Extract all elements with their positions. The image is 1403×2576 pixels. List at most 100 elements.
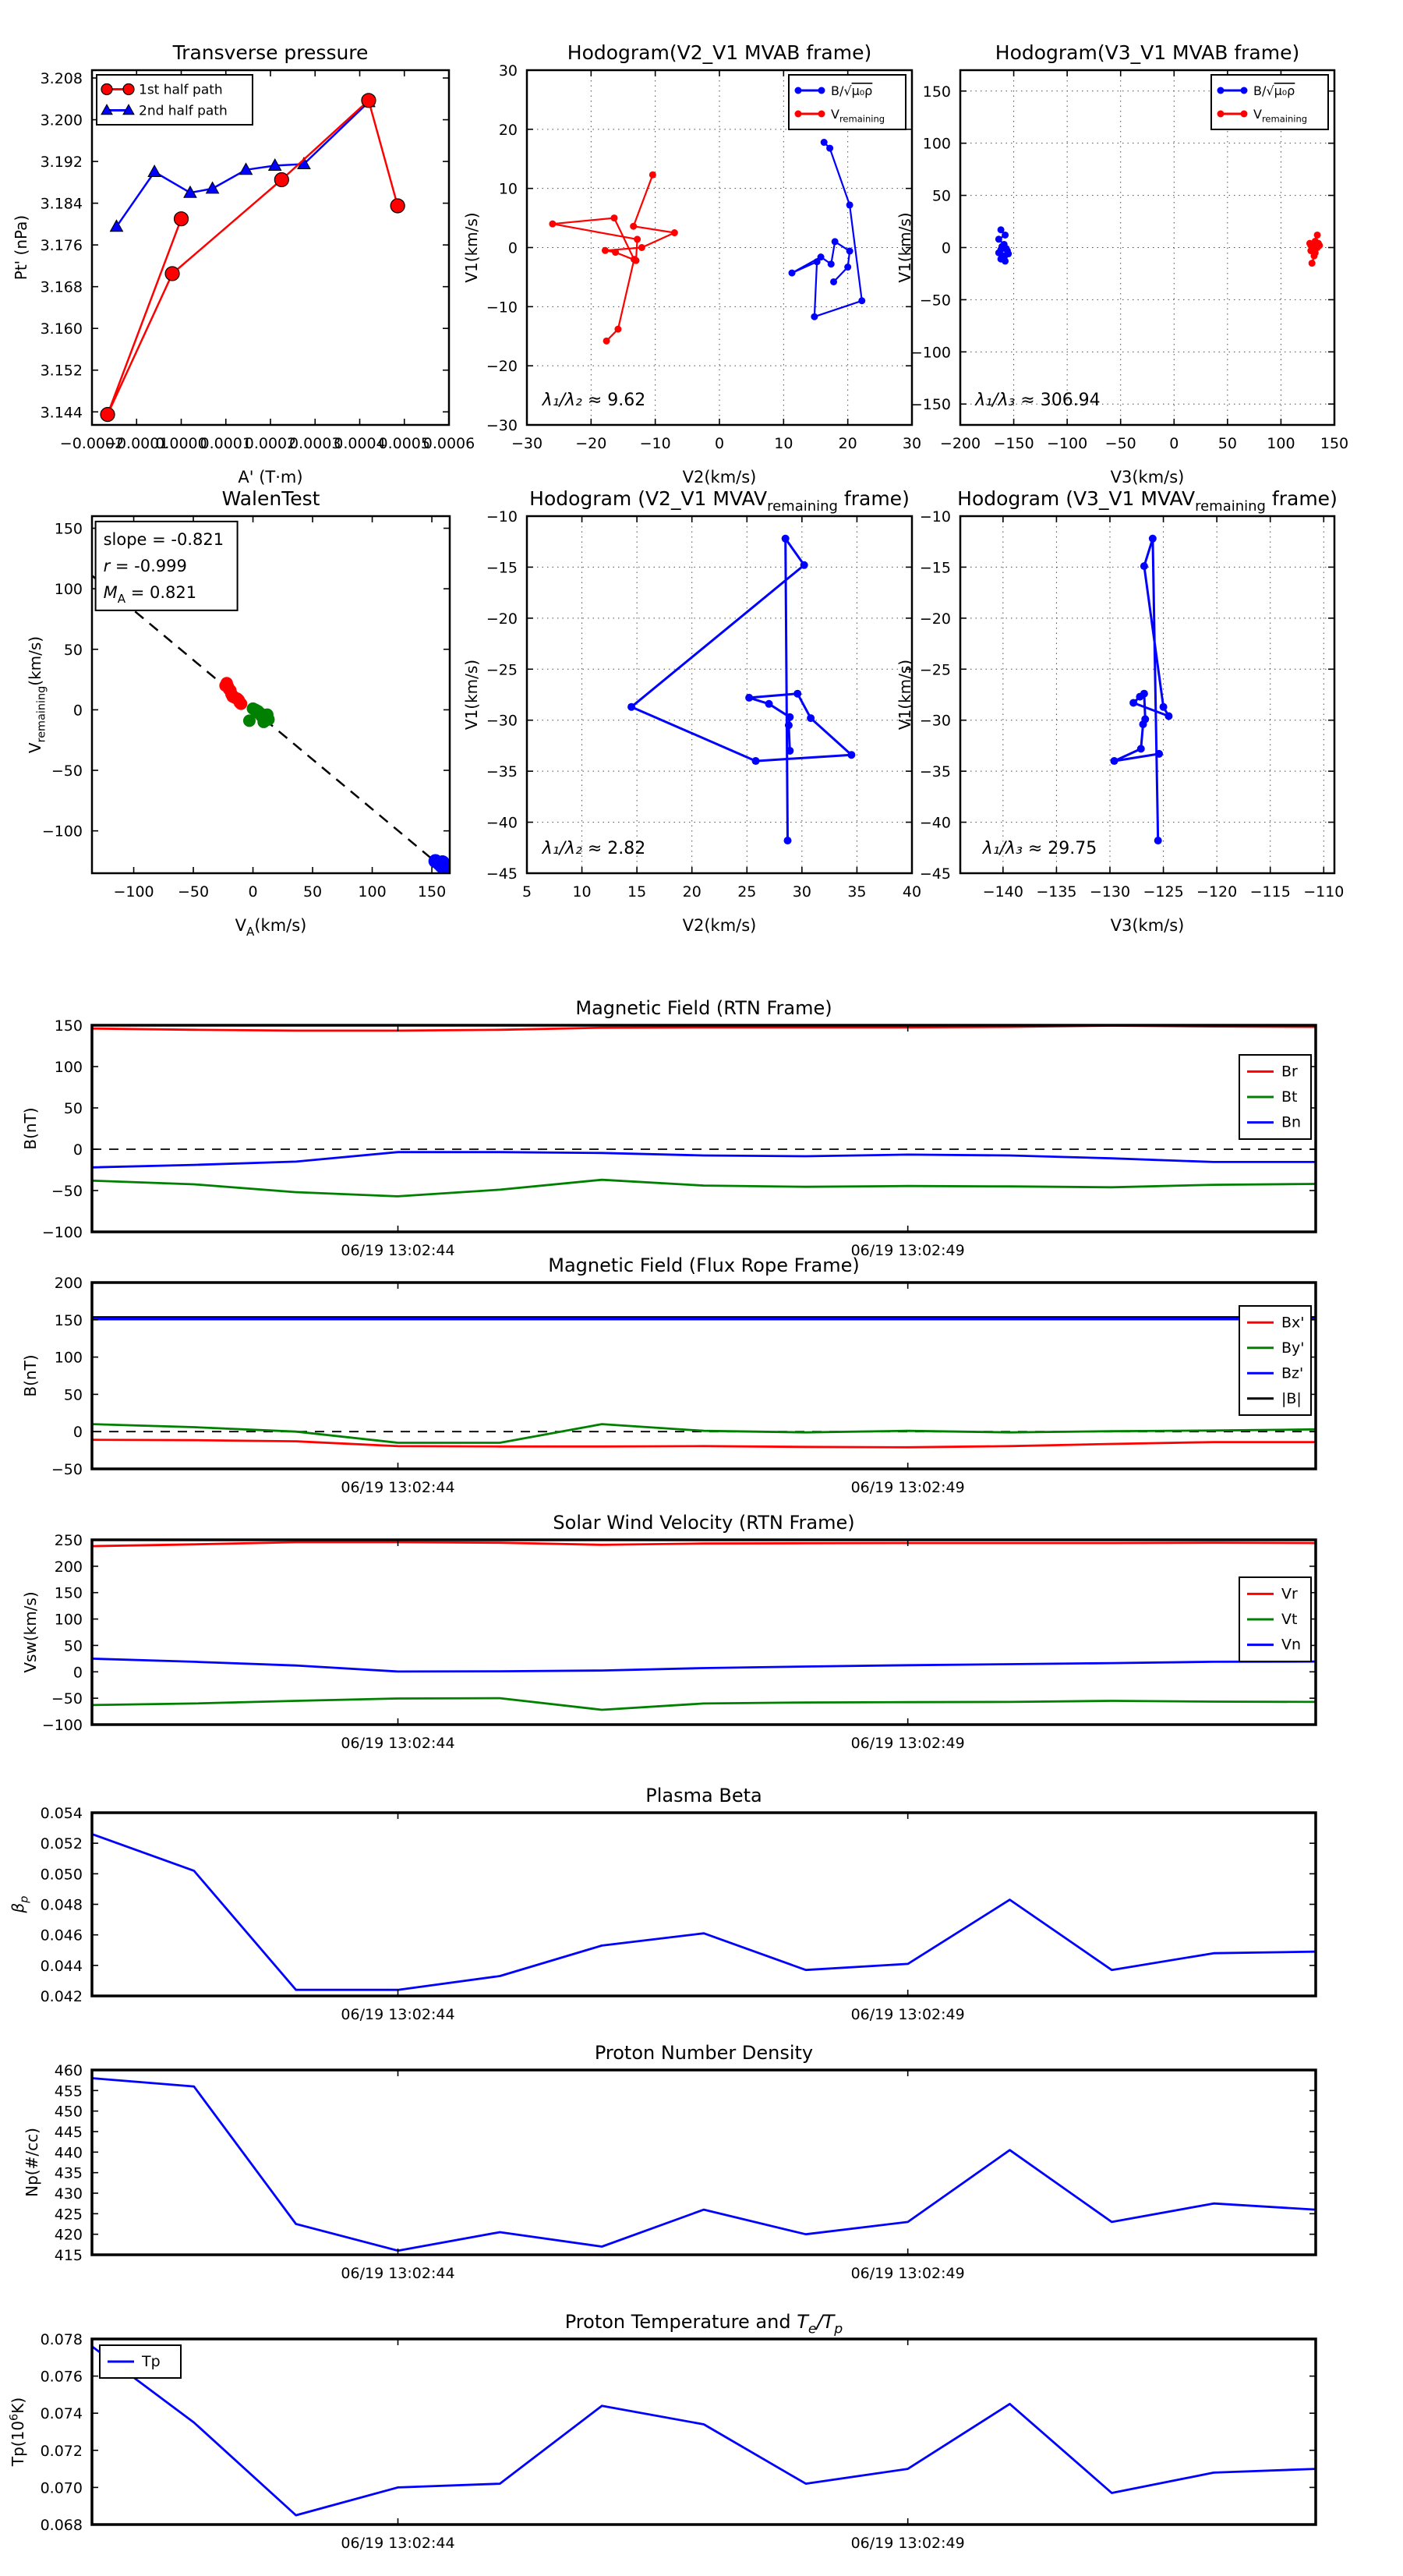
svg-text:−25: −25 [486,661,518,678]
svg-text:3.200: 3.200 [41,112,83,129]
axis-ticks [960,515,1334,874]
svg-text:250: 250 [55,1532,83,1549]
svg-text:0: 0 [942,240,951,257]
svg-text:3.160: 3.160 [41,320,83,338]
svg-text:0.078: 0.078 [41,2331,83,2348]
annotation: λ₁/λ₂ ≈ 9.62 [542,391,646,410]
axis-tick-labels: 06/19 13:02:44 06/19 13:02:49 0.042 0.044 0.… [41,1805,965,2023]
svg-text:0.052: 0.052 [41,1835,83,1852]
x-axis-label: V3(km/s) [1111,468,1185,487]
series-beta-p [92,1833,1316,1991]
svg-text:150: 150 [923,83,951,101]
svg-text:0.0001: 0.0001 [200,435,252,452]
svg-text:06/19 13:02:49: 06/19 13:02:49 [851,1735,965,1752]
y-axis-label: Pt' (nPa) [12,215,30,280]
svg-text:100: 100 [55,1059,83,1076]
svg-text:150: 150 [55,1585,83,1602]
series-Np [92,2077,1316,2252]
svg-text:25: 25 [737,883,756,901]
svg-text:0.054: 0.054 [41,1805,83,1822]
chart-title: Hodogram (V2_V1 MVAVremaining frame) [529,487,910,515]
svg-text:06/19 13:02:44: 06/19 13:02:44 [341,2535,454,2552]
y-axis-label: βp [9,1896,31,1914]
axis-ticks [92,2338,1316,2525]
svg-text:−15: −15 [920,559,951,576]
series-1st half path [100,93,405,423]
svg-text:100: 100 [923,136,951,153]
svg-text:Vremaining: Vremaining [1253,107,1307,124]
svg-text:−0.0001: −0.0001 [104,435,168,452]
x-axis-label: VA(km/s) [235,916,307,939]
svg-text:Vr: Vr [1281,1585,1298,1602]
svg-text:−50: −50 [1105,435,1136,452]
svg-text:100: 100 [55,581,83,598]
y-axis-label: V1(km/s) [462,660,481,730]
svg-text:450: 450 [55,2104,83,2121]
svg-text:50: 50 [1218,435,1237,452]
svg-text:30: 30 [499,62,518,80]
svg-text:0: 0 [249,883,258,901]
chart-title: WalenTest [222,487,320,510]
panel-plasma-beta: 06/19 13:02:44 06/19 13:02:49 0.042 0.044 0.… [9,1785,1317,2023]
svg-text:−15: −15 [486,559,518,576]
svg-text:−50: −50 [51,1690,83,1707]
chart-title: Plasma Beta [645,1785,762,1806]
svg-text:0: 0 [1169,435,1179,452]
svg-text:435: 435 [55,2165,83,2182]
svg-text:06/19 13:02:49: 06/19 13:02:49 [851,2535,965,2552]
svg-text:100: 100 [55,1350,83,1367]
y-axis-label: Vremaining(km/s) [26,636,48,753]
annotation: λ₁/λ₃ ≈ 29.75 [982,839,1097,858]
svg-text:430: 430 [55,2185,83,2203]
y-axis-label: V1(km/s) [896,660,914,730]
svg-text:0.0004: 0.0004 [334,435,385,452]
y-axis-label: V1(km/s) [896,212,914,282]
svg-text:50: 50 [303,883,322,901]
svg-text:0.070: 0.070 [41,2479,83,2496]
svg-text:100: 100 [55,1612,83,1629]
svg-text:−20: −20 [920,610,951,628]
svg-text:−150: −150 [993,435,1034,452]
svg-text:−45: −45 [486,865,518,883]
legend: Vr Vt Vn [1239,1576,1312,1662]
svg-text:−100: −100 [42,1224,83,1241]
chart-title: Hodogram(V3_V1 MVAB frame) [995,41,1299,64]
svg-text:−100: −100 [113,883,154,901]
svg-text:3.152: 3.152 [41,363,83,380]
svg-text:3.184: 3.184 [41,196,83,213]
axis-tick-labels: −140 −135 −130 −125 −120 −115 −110 −45 −40 −35 −30… [920,508,1344,901]
svg-text:Vremaining: Vremaining [831,107,885,124]
legend: Br Bt Bn [1239,1054,1312,1140]
svg-text:0.0005: 0.0005 [379,435,430,452]
svg-text:3.192: 3.192 [41,154,83,171]
svg-text:150: 150 [55,1017,83,1035]
axis-ticks [92,1539,1316,1725]
svg-text:30: 30 [903,435,921,452]
svg-text:20: 20 [839,435,857,452]
svg-text:10: 10 [572,883,591,901]
series-Bn [92,1151,1316,1169]
svg-text:0.074: 0.074 [41,2405,83,2422]
panel-walen-test: −100 −50 0 50 100 150 −100 −50 0 50 100 150 VA(km/s)… [26,487,451,939]
svg-text:06/19 13:02:44: 06/19 13:02:44 [341,2006,454,2023]
svg-text:−110: −110 [1303,883,1344,901]
svg-text:−25: −25 [920,661,951,678]
svg-text:50: 50 [64,1637,83,1654]
svg-text:06/19 13:02:49: 06/19 13:02:49 [851,2006,965,2023]
annotation: λ₁/λ₃ ≈ 306.94 [974,391,1101,410]
svg-text:06/19 13:02:44: 06/19 13:02:44 [341,1479,454,1496]
series-V-path [627,534,856,845]
svg-text:λ₁/λ₃ ≈ 306.94: λ₁/λ₃ ≈ 306.94 [974,391,1101,410]
svg-text:30: 30 [793,883,811,901]
svg-text:0: 0 [73,1424,83,1441]
svg-text:455: 455 [55,2082,83,2100]
plot-border [90,1811,1317,1997]
y-axis-label: B(nT) [21,1107,40,1149]
svg-text:−120: −120 [1196,883,1237,901]
svg-text:06/19 13:02:44: 06/19 13:02:44 [341,1735,454,1752]
svg-text:B/√μ₀ρ: B/√μ₀ρ [1253,83,1295,98]
svg-text:0: 0 [73,1141,83,1159]
axis-tick-labels: 06/19 13:02:44 06/19 13:02:49 415 420 425 430… [55,2062,965,2282]
svg-text:Vn: Vn [1281,1637,1301,1654]
svg-text:−30: −30 [486,417,518,434]
